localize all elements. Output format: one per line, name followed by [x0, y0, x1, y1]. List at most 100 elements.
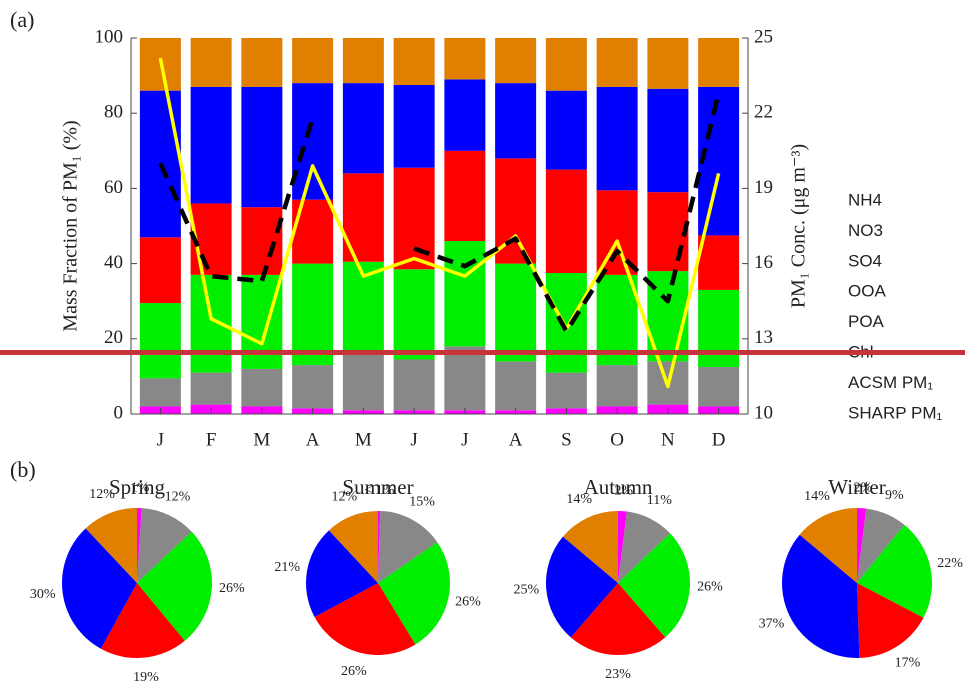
pie-value-label: 12% — [165, 489, 191, 504]
y2-axis-label: PM₁ Conc. (μg m⁻³) — [788, 144, 810, 308]
bar-segment — [698, 38, 740, 87]
bar-segment — [495, 361, 537, 411]
pie-title: Spring — [109, 475, 166, 499]
pie-value-label: 12% — [89, 487, 115, 502]
pie-value-label: 26% — [219, 581, 245, 596]
bar-segment — [342, 38, 384, 84]
pie-slice — [618, 511, 627, 583]
bar-segment — [495, 38, 537, 84]
bar-segment — [342, 353, 384, 411]
bar-segment — [596, 38, 638, 87]
pie-slice — [137, 508, 192, 583]
pie-value-label: 37% — [759, 617, 785, 632]
pie-value-label: 15% — [409, 494, 435, 509]
pie-value-label: 11% — [647, 493, 672, 508]
pie-slice — [782, 534, 860, 659]
x-tick-label: O — [610, 429, 624, 450]
bar-segment — [292, 263, 334, 366]
legend-label: ACSM PM₁ — [848, 373, 933, 392]
pie-slice — [61, 528, 137, 649]
bar-segment — [698, 235, 740, 290]
bar-segment — [241, 207, 283, 275]
pie-slice — [137, 531, 212, 641]
pie-slice — [306, 530, 378, 618]
x-tick-label: M — [355, 429, 372, 450]
y2-tick-label: 10 — [754, 402, 773, 423]
bar-segment — [444, 241, 486, 347]
pie-slice — [618, 533, 690, 638]
y2-tick-label: 22 — [754, 102, 773, 123]
pie-value-label: 26% — [455, 594, 481, 609]
bar-segment — [139, 378, 181, 407]
bar-segment — [241, 38, 283, 87]
x-tick-label: S — [561, 429, 572, 450]
bar-segment — [292, 38, 334, 84]
bar-segment — [444, 346, 486, 411]
pie-slice — [857, 508, 905, 583]
pie-value-label: 26% — [697, 580, 723, 595]
x-tick-label: A — [306, 429, 320, 450]
pie-value-label: 1% — [131, 480, 150, 495]
bar-segment — [647, 88, 689, 193]
pie-slice — [378, 511, 438, 583]
pie-title: Autumn — [584, 475, 653, 499]
bar-segment — [393, 85, 435, 168]
pie-value-label: 14% — [566, 492, 592, 507]
bar-segment — [596, 190, 638, 275]
pie-slice — [100, 583, 185, 659]
bar-segment — [596, 86, 638, 191]
bar-segment — [190, 38, 232, 87]
x-tick-label: F — [206, 429, 217, 450]
legend-label: POA — [848, 312, 885, 331]
pie-slice — [857, 583, 924, 658]
y2-tick-label: 16 — [754, 252, 773, 273]
pie-slice — [799, 508, 857, 583]
panel-label: (a) — [10, 7, 34, 32]
bar-segment — [545, 38, 587, 91]
pie-value-label: 19% — [133, 670, 159, 685]
bar-segment — [545, 90, 587, 170]
bar-segment — [190, 86, 232, 204]
pie-value-label: 26% — [341, 664, 367, 679]
bar-segment — [698, 86, 740, 236]
x-tick-label: N — [661, 429, 675, 450]
bar-segment — [444, 38, 486, 80]
pie-slice — [328, 511, 378, 583]
y-tick-label: 80 — [104, 102, 123, 123]
bar-segment — [545, 169, 587, 273]
line — [158, 92, 721, 334]
bar-segment — [444, 79, 486, 151]
bar-segment — [292, 365, 334, 409]
pie-value-label: 9% — [885, 488, 904, 503]
pie-slice — [378, 542, 450, 645]
y-tick-label: 60 — [104, 177, 123, 198]
y2-tick-label: 19 — [754, 177, 773, 198]
bar-segment — [393, 269, 435, 360]
bar-segment — [241, 368, 283, 407]
bar-segment — [342, 83, 384, 174]
y2-tick-label: 13 — [754, 327, 773, 348]
x-tick-label: J — [461, 429, 468, 450]
pie-value-label: 14% — [804, 489, 830, 504]
pie-value-label: < 1% — [364, 483, 394, 498]
legend-label: SHARP PM₁ — [848, 403, 942, 422]
bar-segment — [545, 372, 587, 409]
pie-slice — [378, 511, 381, 583]
bar-segment — [393, 38, 435, 85]
panel-label: (b) — [10, 457, 36, 482]
x-tick-label: A — [509, 429, 523, 450]
pie-value-label: 2% — [614, 483, 633, 498]
pie-title: Summer — [342, 475, 413, 499]
legend-label: OOA — [848, 282, 886, 301]
bar-segment — [241, 86, 283, 208]
legend-label: NH4 — [848, 190, 882, 209]
pie-value-label: 12% — [331, 490, 357, 505]
overlay-line — [0, 350, 965, 355]
x-tick-label: J — [157, 429, 164, 450]
bar-segment — [545, 273, 587, 373]
bar-segment — [190, 372, 232, 405]
pie-slice — [85, 508, 137, 583]
pie-slice — [570, 583, 666, 655]
bar-segment — [139, 303, 181, 379]
